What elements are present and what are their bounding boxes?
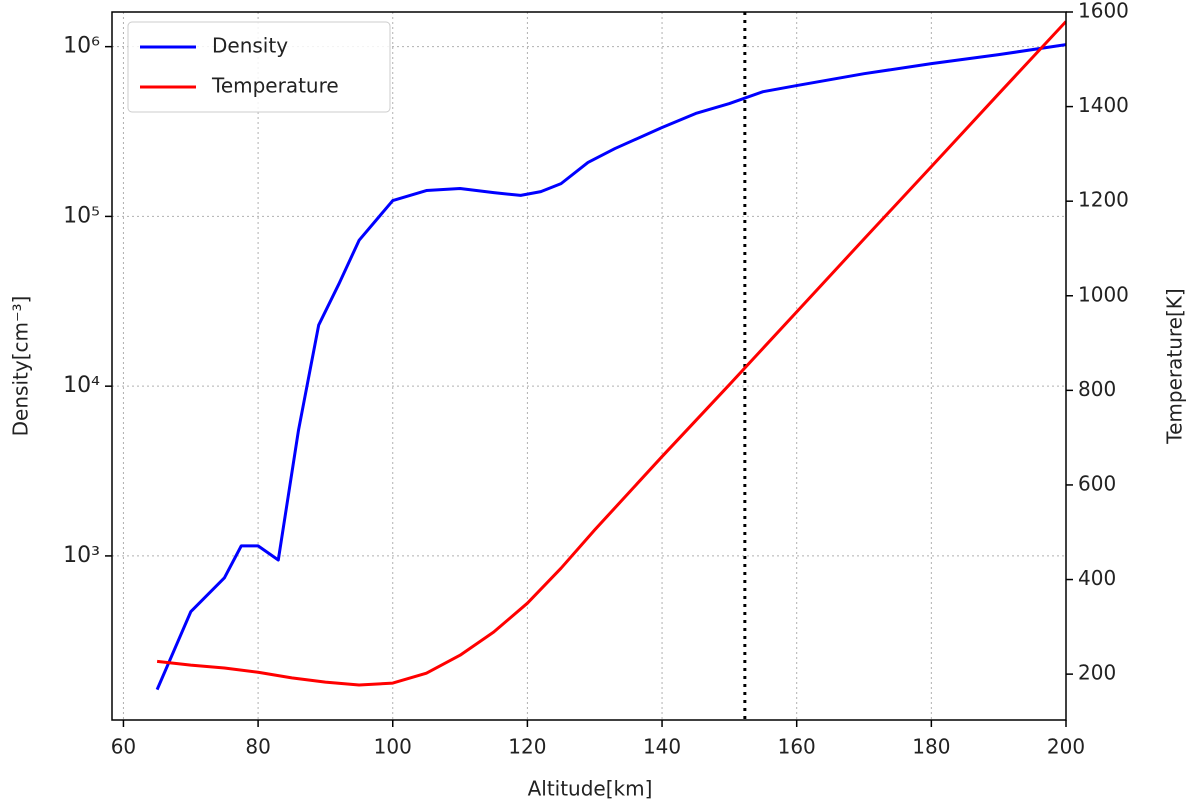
x-tick-label: 80 xyxy=(245,735,270,759)
y2-tick-label: 600 xyxy=(1078,471,1116,495)
y2-axis-label: Temperature[K] xyxy=(1163,288,1187,444)
x-tick-label: 60 xyxy=(111,735,136,759)
plot-frame xyxy=(111,11,1067,721)
y-tick-label: 10⁶ xyxy=(63,34,100,59)
x-tick-label: 120 xyxy=(508,735,546,759)
x-tick-label: 200 xyxy=(1047,735,1085,759)
legend-box xyxy=(127,21,391,113)
y-tick-label: 10⁵ xyxy=(63,203,100,228)
x-tick-label: 140 xyxy=(643,735,681,759)
y-tick-label: 10³ xyxy=(63,543,100,568)
y2-tick-label: 200 xyxy=(1078,661,1116,685)
series-line xyxy=(156,20,1066,687)
y2-tick-label: 1600 xyxy=(1078,0,1129,23)
legend-label: Density xyxy=(212,34,288,58)
legend-label: Temperature xyxy=(211,74,339,98)
x-tick-label: 100 xyxy=(374,735,412,759)
x-tick-label: 160 xyxy=(778,735,816,759)
y-tick-label: 10⁴ xyxy=(63,373,100,398)
y-axis-label: Density[cm⁻³] xyxy=(9,296,33,437)
y2-tick-label: 1000 xyxy=(1078,282,1129,306)
y2-tick-label: 1200 xyxy=(1078,188,1129,212)
y2-tick-label: 1400 xyxy=(1078,93,1129,117)
x-axis-label: Altitude[km] xyxy=(528,777,653,801)
y2-tick-label: 400 xyxy=(1078,566,1116,590)
x-tick-label: 180 xyxy=(912,735,950,759)
y2-tick-label: 800 xyxy=(1078,377,1116,401)
series-line xyxy=(155,43,1066,691)
